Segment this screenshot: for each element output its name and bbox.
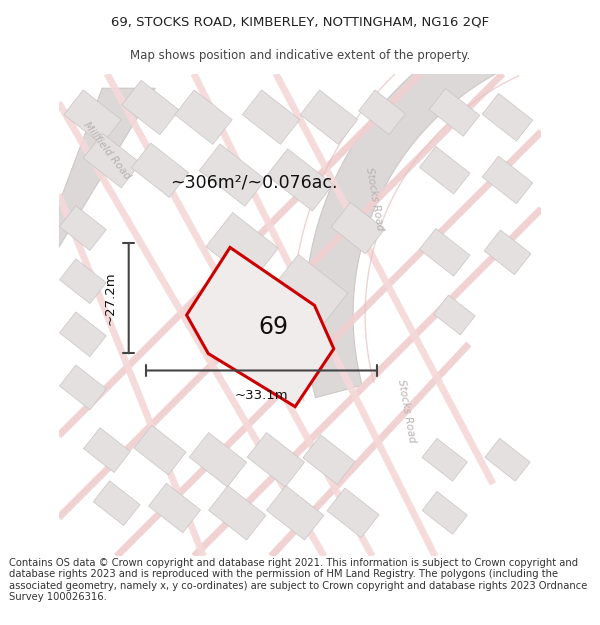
- Text: ~33.1m: ~33.1m: [235, 389, 288, 402]
- Polygon shape: [175, 90, 232, 144]
- Text: 69: 69: [259, 315, 289, 339]
- Polygon shape: [149, 483, 200, 532]
- Polygon shape: [190, 432, 247, 487]
- Text: Millfield Road: Millfield Road: [82, 121, 133, 181]
- Polygon shape: [199, 144, 266, 206]
- Polygon shape: [482, 93, 533, 141]
- Polygon shape: [422, 438, 467, 481]
- Polygon shape: [484, 230, 531, 274]
- Polygon shape: [83, 133, 140, 188]
- Text: Stocks Road: Stocks Road: [364, 167, 385, 232]
- Polygon shape: [187, 248, 334, 407]
- Text: 69, STOCKS ROAD, KIMBERLEY, NOTTINGHAM, NG16 2QF: 69, STOCKS ROAD, KIMBERLEY, NOTTINGHAM, …: [111, 16, 489, 29]
- Polygon shape: [122, 81, 179, 135]
- Polygon shape: [247, 432, 305, 487]
- Polygon shape: [266, 486, 324, 540]
- Polygon shape: [83, 428, 130, 472]
- Polygon shape: [209, 486, 266, 540]
- Polygon shape: [429, 89, 479, 136]
- Polygon shape: [327, 488, 379, 538]
- Polygon shape: [59, 365, 106, 410]
- Polygon shape: [303, 435, 355, 484]
- Polygon shape: [59, 259, 106, 304]
- Polygon shape: [59, 206, 106, 251]
- Polygon shape: [485, 438, 530, 481]
- Polygon shape: [59, 88, 155, 248]
- Text: Map shows position and indicative extent of the property.: Map shows position and indicative extent…: [130, 49, 470, 62]
- Text: Contains OS data © Crown copyright and database right 2021. This information is : Contains OS data © Crown copyright and d…: [9, 558, 587, 602]
- Text: ~306m²/~0.076ac.: ~306m²/~0.076ac.: [170, 173, 337, 191]
- Polygon shape: [59, 312, 106, 357]
- Polygon shape: [93, 481, 140, 526]
- Polygon shape: [482, 156, 533, 204]
- Polygon shape: [300, 90, 358, 144]
- Polygon shape: [331, 202, 385, 254]
- Text: ~27.2m: ~27.2m: [104, 271, 116, 325]
- Polygon shape: [419, 229, 470, 276]
- Polygon shape: [242, 90, 300, 144]
- Polygon shape: [64, 90, 121, 144]
- Polygon shape: [267, 149, 333, 211]
- Polygon shape: [272, 254, 348, 328]
- Polygon shape: [134, 426, 186, 475]
- Polygon shape: [434, 295, 475, 335]
- Polygon shape: [305, 21, 514, 398]
- Polygon shape: [131, 143, 189, 198]
- Polygon shape: [422, 491, 467, 534]
- Polygon shape: [206, 213, 278, 282]
- Text: Stocks Road: Stocks Road: [395, 379, 416, 444]
- Polygon shape: [419, 146, 470, 194]
- Polygon shape: [359, 90, 406, 135]
